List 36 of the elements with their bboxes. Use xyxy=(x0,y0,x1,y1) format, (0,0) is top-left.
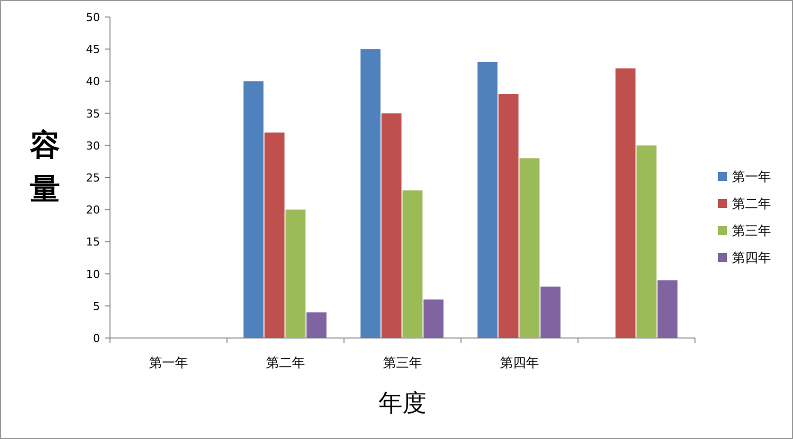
legend-label: 第四年 xyxy=(732,251,771,266)
y-tick-label: 15 xyxy=(86,236,100,249)
legend-label: 第二年 xyxy=(732,197,771,212)
y-tick-label: 5 xyxy=(93,300,100,313)
x-tick-label: 第一年 xyxy=(149,356,188,371)
bar xyxy=(306,312,326,338)
bar xyxy=(478,62,498,338)
bar xyxy=(360,49,380,338)
x-tick-label: 第三年 xyxy=(383,356,422,371)
bar xyxy=(382,113,402,338)
y-tick-label: 35 xyxy=(86,107,100,120)
bar xyxy=(424,299,444,338)
y-tick-label: 30 xyxy=(86,139,100,152)
x-tick-label: 第二年 xyxy=(266,356,305,371)
bar xyxy=(244,81,264,338)
bar xyxy=(658,280,678,338)
legend-label: 第一年 xyxy=(732,170,771,185)
y-tick-label: 25 xyxy=(86,172,100,184)
x-tick-label: 第四年 xyxy=(500,356,539,371)
bar xyxy=(402,190,422,338)
bar xyxy=(616,68,636,338)
bar xyxy=(520,158,540,338)
y-tick-label: 50 xyxy=(86,11,100,24)
x-axis-title: 年度 xyxy=(378,389,426,417)
legend-label: 第三年 xyxy=(732,224,771,239)
y-tick-label: 20 xyxy=(86,204,100,217)
y-tick-label: 45 xyxy=(86,43,100,56)
y-axis-title: 容量 xyxy=(29,128,60,207)
y-tick-label: 0 xyxy=(93,332,100,345)
bar xyxy=(264,132,284,338)
y-tick-label: 10 xyxy=(86,268,100,281)
bar xyxy=(498,94,518,338)
bar xyxy=(636,145,656,338)
y-tick-label: 40 xyxy=(86,75,100,88)
bar xyxy=(286,210,306,338)
bar xyxy=(540,286,560,338)
